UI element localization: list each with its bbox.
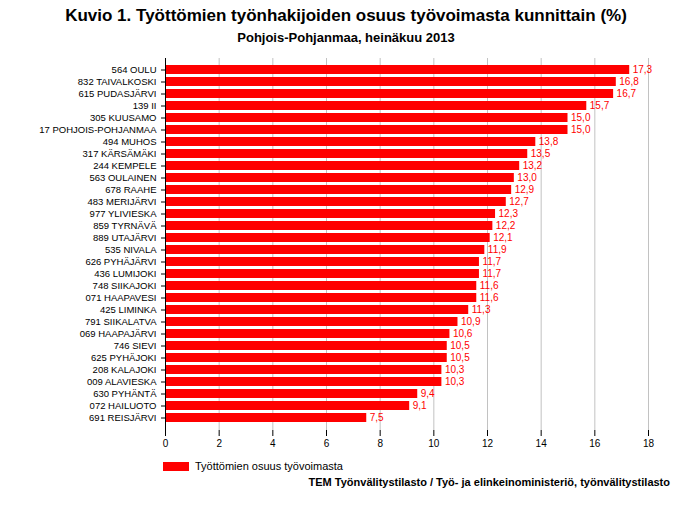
svg-text:889 UTAJÄRVI: 889 UTAJÄRVI [93,232,157,243]
svg-text:069 HAAPAJÄRVI: 069 HAAPAJÄRVI [80,328,157,339]
svg-text:9,4: 9,4 [421,388,435,399]
svg-text:10,5: 10,5 [450,340,470,351]
svg-text:0: 0 [163,438,169,449]
svg-text:17,3: 17,3 [633,64,653,75]
svg-text:208 KALAJOKI: 208 KALAJOKI [93,364,157,375]
svg-text:11,6: 11,6 [480,292,499,303]
svg-text:12,3: 12,3 [499,208,519,219]
html-text:TEM Työnvälitystilasto / Työ-: TEM Työnvälitystilasto / Työ- ja elinkei… [308,476,670,488]
svg-text:11,3: 11,3 [472,304,491,315]
svg-text:535 NIVALA: 535 NIVALA [105,244,157,255]
svg-text:14: 14 [536,438,548,449]
svg-text:832 TAIVALKOSKI: 832 TAIVALKOSKI [78,76,157,87]
svg-text:11,7: 11,7 [482,268,501,279]
svg-text:791 SIIKALATVA: 791 SIIKALATVA [85,316,157,327]
svg-text:13,5: 13,5 [531,148,551,159]
svg-text:13,8: 13,8 [539,136,559,147]
svg-text:748 SIIKAJOKI: 748 SIIKAJOKI [93,280,157,291]
svg-text:009 ALAVIESKA: 009 ALAVIESKA [87,376,157,387]
svg-text:564 OULU: 564 OULU [112,64,157,75]
svg-text:859 TYRNÄVÄ: 859 TYRNÄVÄ [93,220,157,231]
svg-text:10,6: 10,6 [453,328,473,339]
svg-text:4: 4 [270,438,276,449]
svg-text:626 PYHÄJÄRVI: 626 PYHÄJÄRVI [85,256,156,267]
svg-text:425 LIMINKA: 425 LIMINKA [100,304,157,315]
svg-text:13,2: 13,2 [523,160,543,171]
html-text:Kuvio 1. Työttömien työnhakijo: Kuvio 1. Työttömien työnhakijoiden osuus… [65,6,627,25]
svg-text:11,9: 11,9 [488,244,507,255]
svg-text:12,7: 12,7 [509,196,529,207]
svg-text:11,7: 11,7 [482,256,501,267]
svg-text:12,9: 12,9 [515,184,535,195]
svg-text:678 RAAHE: 678 RAAHE [105,184,156,195]
svg-text:18: 18 [643,438,655,449]
html-text:Työttömien osuus työvoimasta: Työttömien osuus työvoimasta [195,460,343,472]
svg-text:977 YLIVIESKA: 977 YLIVIESKA [90,208,158,219]
svg-text:436 LUMIJOKI: 436 LUMIJOKI [94,268,156,279]
svg-text:2: 2 [216,438,222,449]
svg-text:16,7: 16,7 [617,88,637,99]
svg-text:317 KÄRSÄMÄKI: 317 KÄRSÄMÄKI [83,148,157,159]
html-text:Pohjois-Pohjanmaa, heinäkuu 20: Pohjois-Pohjanmaa, heinäkuu 2013 [237,30,455,45]
svg-text:139 II: 139 II [133,100,157,111]
svg-text:12: 12 [482,438,494,449]
svg-text:7,5: 7,5 [370,412,384,423]
svg-text:10,9: 10,9 [461,316,481,327]
svg-text:15,7: 15,7 [590,100,610,111]
svg-text:615 PUDASJÄRVI: 615 PUDASJÄRVI [79,88,157,99]
svg-text:305 KUUSAMO: 305 KUUSAMO [90,112,157,123]
svg-text:17 POHJOIS-POHJANMAA: 17 POHJOIS-POHJANMAA [39,124,157,135]
svg-text:10,5: 10,5 [450,352,470,363]
svg-text:563 OULAINEN: 563 OULAINEN [89,172,156,183]
svg-text:12,1: 12,1 [493,232,513,243]
svg-text:6: 6 [324,438,330,449]
svg-text:691 REISJÄRVI: 691 REISJÄRVI [89,412,156,423]
svg-text:13,0: 13,0 [517,172,537,183]
svg-text:244 KEMPELE: 244 KEMPELE [93,160,156,171]
svg-text:16,8: 16,8 [619,76,639,87]
svg-text:630 PYHÄNTÄ: 630 PYHÄNTÄ [93,388,157,399]
svg-text:11,6: 11,6 [480,280,499,291]
svg-text:10: 10 [428,438,440,449]
svg-text:9,1: 9,1 [413,400,427,411]
svg-text:746 SIEVI: 746 SIEVI [114,340,157,351]
svg-text:15,0: 15,0 [571,124,591,135]
svg-text:15,0: 15,0 [571,112,591,123]
svg-text:483 MERIJÄRVI: 483 MERIJÄRVI [88,196,157,207]
svg-text:625 PYHÄJOKI: 625 PYHÄJOKI [91,352,156,363]
svg-text:12,2: 12,2 [496,220,516,231]
svg-text:071 HAAPAVESI: 071 HAAPAVESI [86,292,157,303]
svg-text:16: 16 [589,438,601,449]
svg-text:10,3: 10,3 [445,376,465,387]
svg-text:10,3: 10,3 [445,364,465,375]
svg-text:494 MUHOS: 494 MUHOS [103,136,157,147]
svg-text:8: 8 [377,438,383,449]
svg-text:072 HAILUOTO: 072 HAILUOTO [90,400,157,411]
